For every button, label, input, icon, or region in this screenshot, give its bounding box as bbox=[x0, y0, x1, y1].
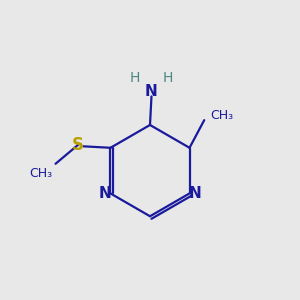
Text: N: N bbox=[99, 186, 112, 201]
Text: N: N bbox=[188, 186, 201, 201]
Text: CH₃: CH₃ bbox=[29, 167, 52, 180]
Text: H: H bbox=[163, 71, 173, 85]
Text: N: N bbox=[145, 84, 158, 99]
Text: CH₃: CH₃ bbox=[210, 109, 233, 122]
Text: S: S bbox=[72, 136, 84, 154]
Text: H: H bbox=[130, 71, 140, 85]
